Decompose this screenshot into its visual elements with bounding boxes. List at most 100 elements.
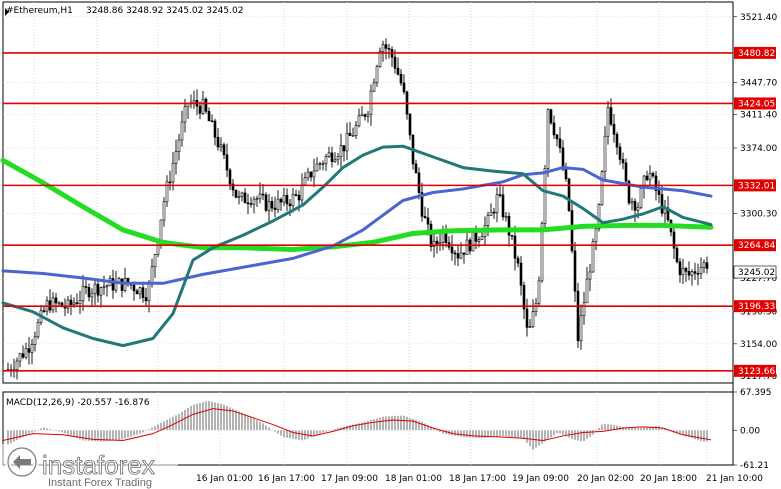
macd-bar — [154, 426, 156, 431]
candle-body — [675, 247, 679, 263]
macd-bar — [370, 420, 372, 431]
candle-body — [201, 98, 205, 114]
candle-body — [180, 121, 184, 141]
macd-bar — [64, 430, 66, 434]
macd-bar — [40, 428, 42, 431]
macd-bar — [58, 430, 60, 432]
macd-bar — [691, 430, 693, 439]
candle-body — [525, 308, 529, 328]
macd-bar — [364, 421, 366, 431]
macd-bar — [481, 430, 483, 439]
candle-body — [225, 154, 229, 171]
candle-body — [75, 302, 79, 305]
candle-body — [174, 151, 178, 164]
macd-bar — [664, 428, 666, 431]
collapse-triangle-icon[interactable] — [5, 8, 9, 16]
candle-body — [294, 194, 298, 196]
candle-body — [420, 192, 424, 217]
macd-signal-line — [2, 408, 712, 441]
candle-body — [219, 144, 223, 148]
candle-body — [513, 235, 517, 259]
candle-body — [345, 132, 349, 152]
macd-bar — [28, 430, 30, 435]
macd-bar — [232, 408, 234, 431]
candle-body — [678, 261, 682, 276]
macd-bar — [688, 430, 690, 438]
candle-body — [327, 152, 331, 157]
candle-body — [612, 123, 616, 135]
macd-bar — [91, 430, 93, 441]
macd-bar — [538, 430, 540, 446]
candle-body — [63, 306, 67, 309]
macd-bar — [271, 429, 273, 431]
macd-bar — [121, 430, 123, 440]
macd-bar — [61, 430, 63, 433]
candle-body — [348, 132, 352, 136]
candle-body — [303, 177, 307, 186]
candle-body — [354, 125, 358, 136]
macd-bar — [208, 400, 210, 431]
level-tag-label: 3332.01 — [738, 181, 775, 191]
candle-body — [132, 284, 136, 292]
macd-bar — [475, 430, 477, 438]
level-tag-label: 3196.33 — [738, 302, 775, 312]
macd-bar — [376, 418, 378, 431]
candle-body — [318, 163, 322, 166]
macd-bar — [106, 430, 108, 442]
price-axis-labels: 3521.40 3447.70 3411.40 3374.00 3300.30 3227.… — [733, 13, 777, 382]
macd-bar — [640, 427, 642, 431]
macd-bar — [172, 416, 174, 431]
candle-body — [387, 48, 391, 50]
macd-bar — [388, 416, 390, 431]
candle-body — [594, 228, 598, 243]
candle-body — [465, 239, 469, 255]
candle-body — [408, 113, 412, 136]
ohlc-values: 3248.86 3248.92 3245.02 3245.02 — [86, 6, 243, 16]
macd-bar — [484, 430, 486, 438]
macd-bar — [79, 430, 81, 440]
candle-body — [90, 292, 94, 298]
price-tick-label: 3300.30 — [740, 210, 777, 220]
candle-body — [336, 156, 340, 161]
candle-body — [558, 138, 562, 149]
macd-bar — [463, 430, 465, 438]
macd-bar — [427, 425, 429, 431]
macd-bar — [502, 430, 504, 436]
macd-bar — [418, 420, 420, 431]
level-tag-bg — [734, 364, 776, 377]
candle-body — [78, 300, 82, 304]
macd-bar — [70, 430, 72, 436]
candle-body — [621, 159, 625, 164]
candle-body — [627, 180, 631, 204]
candle-body — [321, 163, 325, 165]
candle-body — [378, 51, 382, 67]
macd-bar — [190, 405, 192, 431]
macd-bar — [454, 430, 456, 436]
candle-body — [261, 193, 265, 196]
macd-bar — [409, 417, 411, 431]
macd-bar — [112, 430, 114, 441]
macd-bar — [526, 430, 528, 443]
macd-bar — [151, 427, 153, 431]
macd-bar — [415, 419, 417, 431]
candle-body — [651, 173, 655, 177]
candle-body — [597, 204, 601, 230]
macd-bar — [268, 427, 270, 431]
macd-bar — [358, 423, 360, 431]
macd-bar — [433, 428, 435, 431]
macd-bar — [490, 430, 492, 438]
macd-bar — [205, 401, 207, 431]
macd-bar — [610, 424, 612, 431]
macd-bar — [352, 424, 354, 431]
candle-body — [33, 336, 37, 345]
candle-body — [591, 241, 595, 273]
macd-bar — [97, 430, 99, 442]
macd-bar — [580, 430, 582, 442]
candle-body — [222, 144, 226, 156]
macd-bar — [361, 422, 363, 431]
price-tick-label: 3447.70 — [740, 78, 777, 88]
candle-body — [660, 194, 664, 214]
grid — [3, 2, 733, 465]
macd-bar — [283, 430, 285, 438]
